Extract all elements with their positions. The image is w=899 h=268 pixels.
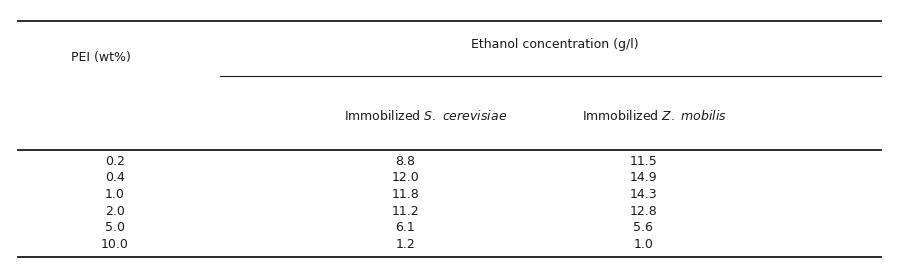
Text: 12.8: 12.8 xyxy=(629,204,657,218)
Text: 1.0: 1.0 xyxy=(105,188,125,201)
Text: 6.1: 6.1 xyxy=(396,221,415,234)
Text: 14.9: 14.9 xyxy=(629,172,657,184)
Text: 8.8: 8.8 xyxy=(396,155,415,168)
Text: 11.2: 11.2 xyxy=(392,204,419,218)
Text: 11.5: 11.5 xyxy=(629,155,657,168)
Text: 1.0: 1.0 xyxy=(634,238,654,251)
Text: 1.2: 1.2 xyxy=(396,238,415,251)
Text: 2.0: 2.0 xyxy=(105,204,125,218)
Text: Immobilized $\it{S.\ cerevisiae}$: Immobilized $\it{S.\ cerevisiae}$ xyxy=(343,109,507,123)
Text: 10.0: 10.0 xyxy=(101,238,129,251)
Text: 5.6: 5.6 xyxy=(634,221,654,234)
Text: PEI (wt%): PEI (wt%) xyxy=(71,51,130,64)
Text: 5.0: 5.0 xyxy=(104,221,125,234)
Text: Ethanol concentration (g/l): Ethanol concentration (g/l) xyxy=(471,38,639,51)
Text: 0.2: 0.2 xyxy=(105,155,125,168)
Text: 12.0: 12.0 xyxy=(392,172,419,184)
Text: Immobilized $\it{Z.\ mobilis}$: Immobilized $\it{Z.\ mobilis}$ xyxy=(582,109,726,123)
Text: 14.3: 14.3 xyxy=(629,188,657,201)
Text: 0.4: 0.4 xyxy=(105,172,125,184)
Text: 11.8: 11.8 xyxy=(392,188,419,201)
